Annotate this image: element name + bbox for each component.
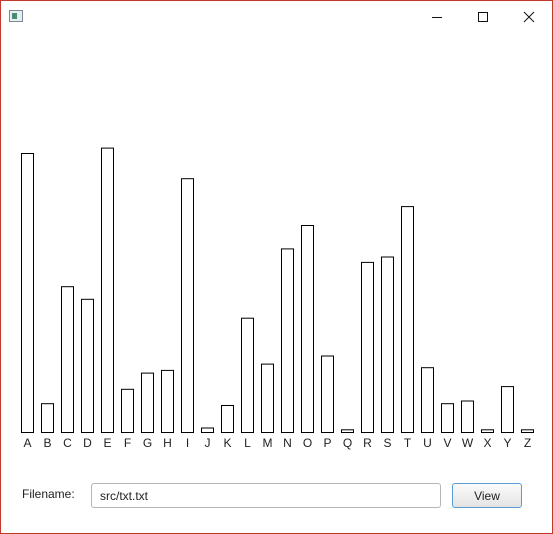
filename-input[interactable]	[91, 483, 441, 508]
bar-d	[81, 298, 94, 433]
tick-label-s: S	[383, 436, 391, 450]
bar-l	[241, 317, 254, 434]
bar-g	[141, 372, 154, 434]
bar-c	[61, 286, 74, 433]
tick-label-n: N	[283, 436, 292, 450]
bar-z	[521, 429, 534, 433]
bar-w	[461, 400, 474, 433]
bar-m	[261, 363, 274, 434]
bar-y	[501, 386, 514, 434]
tick-label-j: J	[205, 436, 211, 450]
tick-label-i: I	[186, 436, 189, 450]
close-icon	[523, 11, 535, 22]
tick-label-x: X	[483, 436, 491, 450]
tick-label-u: U	[423, 436, 432, 450]
bar-t	[401, 206, 414, 433]
tick-label-k: K	[223, 436, 231, 450]
bar-s	[381, 256, 394, 433]
maximize-icon	[478, 11, 488, 22]
minimize-icon	[432, 16, 442, 18]
tick-label-d: D	[83, 436, 92, 450]
tick-label-g: G	[143, 436, 152, 450]
bar-i	[181, 178, 194, 433]
tick-label-z: Z	[524, 436, 531, 450]
bar-v	[441, 403, 454, 434]
tick-label-c: C	[63, 436, 72, 450]
bar-j	[201, 427, 214, 433]
bar-n	[281, 248, 294, 433]
bar-x	[481, 429, 494, 433]
bar-e	[101, 147, 114, 433]
bar-a	[21, 153, 34, 433]
tick-label-a: A	[23, 436, 31, 450]
bar-b	[41, 403, 54, 434]
bar-q	[341, 429, 354, 433]
tick-label-v: V	[443, 436, 451, 450]
tick-label-o: O	[303, 436, 312, 450]
bar-r	[361, 261, 374, 433]
tick-label-t: T	[404, 436, 412, 450]
tick-label-p: P	[323, 436, 331, 450]
tick-label-q: Q	[343, 436, 352, 450]
bar-f	[121, 388, 134, 433]
bar-k	[221, 405, 234, 433]
bar-u	[421, 367, 434, 434]
tick-label-f: F	[124, 436, 131, 450]
tick-label-h: H	[163, 436, 172, 450]
filename-label: Filename:	[22, 487, 75, 501]
tick-label-y: Y	[503, 436, 511, 450]
minimize-button[interactable]	[414, 1, 460, 32]
bar-h	[161, 369, 174, 433]
title-bar[interactable]	[1, 1, 552, 32]
bar-p	[321, 355, 334, 433]
tick-label-r: R	[363, 436, 372, 450]
tick-label-l: L	[244, 436, 251, 450]
tick-label-m: M	[263, 436, 273, 450]
maximize-button[interactable]	[460, 1, 506, 32]
app-icon	[9, 10, 23, 22]
tick-label-w: W	[462, 436, 474, 450]
close-button[interactable]	[506, 1, 552, 32]
tick-label-e: E	[103, 436, 111, 450]
view-button[interactable]: View	[452, 483, 522, 508]
tick-label-b: B	[43, 436, 51, 450]
bar-o	[301, 225, 314, 433]
